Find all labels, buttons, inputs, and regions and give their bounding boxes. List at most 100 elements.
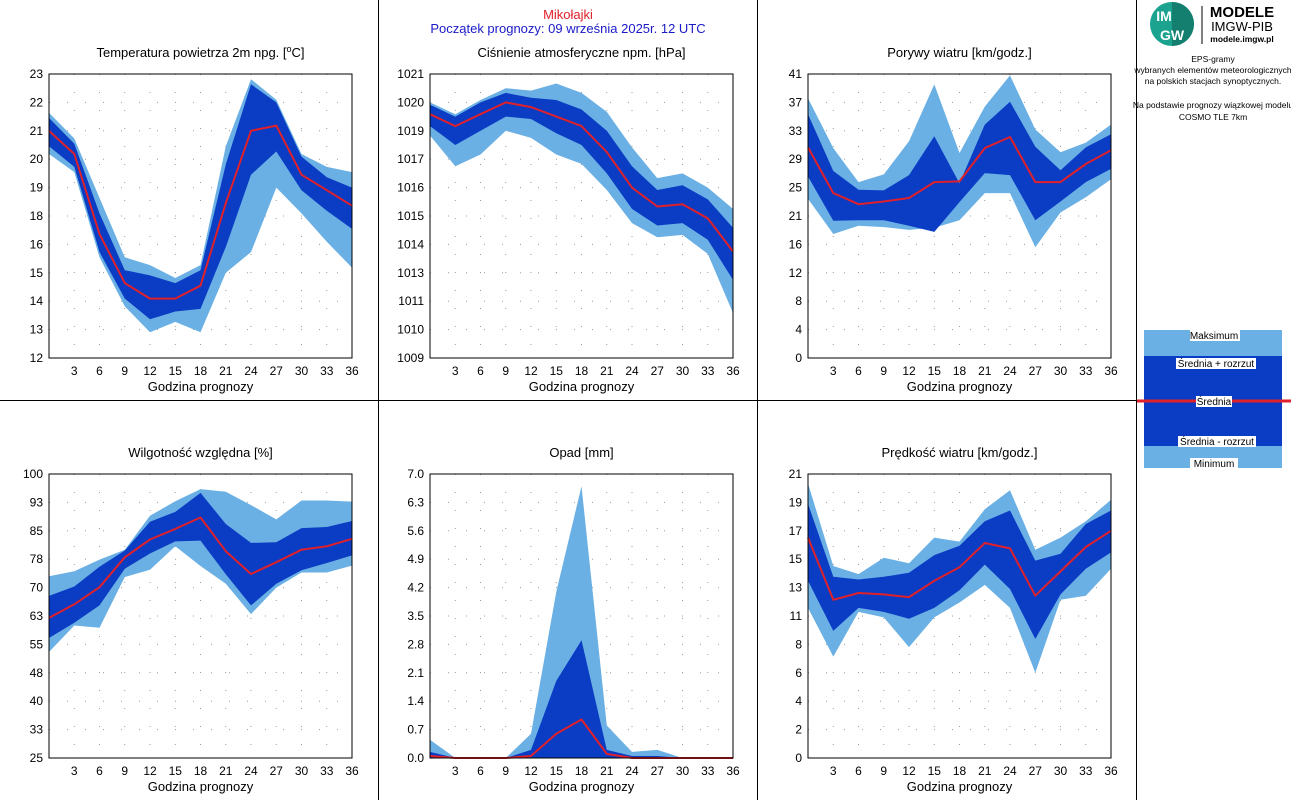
forecast-start: Początek prognozy: 09 września 2025r. 12… bbox=[430, 21, 705, 36]
station-name: Mikołajki bbox=[543, 7, 593, 22]
y-tick-label: 1.4 bbox=[407, 694, 424, 708]
info-line-5: COSMO TLE 7km bbox=[1179, 112, 1247, 122]
x-tick-label: 12 bbox=[143, 764, 157, 778]
y-tick-label: 16 bbox=[789, 237, 803, 251]
logo-mark-shade bbox=[1172, 2, 1194, 46]
info-line-3: na polskich stacjach synoptycznych. bbox=[1145, 76, 1282, 86]
chart-pressure: 1009 1010 1011 1013 1014 1015 1016 1017 1019 1020… bbox=[397, 45, 740, 394]
mean-line bbox=[48, 124, 353, 300]
y-tick-label: 100 bbox=[23, 467, 43, 481]
y-tick-label: 1010 bbox=[397, 323, 424, 337]
y-tick-label: 23 bbox=[30, 67, 44, 81]
x-tick-label: 24 bbox=[1003, 364, 1017, 378]
x-tick-label: 24 bbox=[625, 764, 639, 778]
x-tick-label: 36 bbox=[1104, 364, 1118, 378]
y-tick-label: 7.0 bbox=[407, 467, 424, 481]
legend-label-bg-3 bbox=[1196, 396, 1232, 407]
y-tick-label: 15 bbox=[789, 552, 803, 566]
x-tick-label: 12 bbox=[902, 364, 916, 378]
plot-frame bbox=[48, 73, 353, 359]
y-tick-label: 19 bbox=[789, 495, 803, 509]
y-tick-label: 1017 bbox=[397, 152, 424, 166]
x-tick-label: 18 bbox=[575, 764, 589, 778]
x-axis-title: Godzina prognozy bbox=[529, 379, 635, 394]
x-tick-label: 18 bbox=[953, 764, 967, 778]
legend-mean: Średnia bbox=[1197, 395, 1232, 408]
x-tick-label: 15 bbox=[928, 764, 942, 778]
x-tick-label: 3 bbox=[71, 364, 78, 378]
x-axis-title: Godzina prognozy bbox=[148, 779, 254, 794]
x-tick-label: 18 bbox=[194, 364, 208, 378]
y-tick-label: 55 bbox=[30, 637, 44, 651]
x-tick-label: 36 bbox=[726, 764, 740, 778]
y-tick-label: 21 bbox=[789, 467, 803, 481]
y-tick-label: 19 bbox=[30, 181, 44, 195]
x-tick-label: 33 bbox=[1079, 364, 1093, 378]
logo-mark-bottom: GW bbox=[1160, 27, 1185, 43]
y-tick-label: 85 bbox=[30, 524, 44, 538]
band-min-max bbox=[430, 486, 733, 758]
x-axis-title: Godzina prognozy bbox=[907, 779, 1013, 794]
x-tick-label: 33 bbox=[701, 364, 715, 378]
y-tick-label: 29 bbox=[789, 152, 803, 166]
y-tick-label: 25 bbox=[30, 751, 44, 765]
x-tick-label: 21 bbox=[978, 764, 992, 778]
x-tick-label: 12 bbox=[524, 364, 538, 378]
x-tick-label: 18 bbox=[953, 364, 967, 378]
y-tick-label: 15 bbox=[30, 266, 44, 280]
band-spread bbox=[430, 92, 733, 280]
x-tick-label: 3 bbox=[830, 364, 837, 378]
x-tick-label: 33 bbox=[701, 764, 715, 778]
x-tick-label: 30 bbox=[295, 364, 309, 378]
x-tick-label: 24 bbox=[625, 364, 639, 378]
y-tick-label: 1021 bbox=[397, 67, 424, 81]
legend-label-bg-1 bbox=[1190, 330, 1240, 341]
legend-label-bg-2 bbox=[1176, 358, 1256, 369]
x-tick-label: 27 bbox=[651, 764, 665, 778]
imgw-logo: IM GW MODELE IMGW-PIB modele.imgw.pl bbox=[1150, 2, 1274, 46]
info-line-1: EPS-gramy bbox=[1191, 54, 1235, 64]
y-tick-label: 37 bbox=[789, 95, 803, 109]
y-tick-label: 3.5 bbox=[407, 609, 424, 623]
x-tick-label: 33 bbox=[1079, 764, 1093, 778]
logo-brand-line2: IMGW-PIB bbox=[1211, 19, 1273, 34]
chart-title: Ciśnienie atmosferyczne npm. [hPa] bbox=[477, 45, 685, 60]
y-tick-label: 0 bbox=[795, 751, 802, 765]
logo-brand-line1: MODELE bbox=[1210, 4, 1274, 21]
y-tick-label: 18 bbox=[30, 209, 44, 223]
y-tick-label: 40 bbox=[30, 694, 44, 708]
y-tick-label: 11 bbox=[790, 609, 803, 623]
chart-title: Porywy wiatru [km/godz.] bbox=[887, 45, 1032, 60]
y-tick-label: 93 bbox=[30, 495, 44, 509]
y-tick-label: 1011 bbox=[398, 294, 424, 308]
legend-mean-plus: Średnia + rozrzut bbox=[1178, 357, 1255, 370]
x-tick-label: 12 bbox=[524, 764, 538, 778]
y-tick-label: 4.2 bbox=[407, 581, 424, 595]
x-axis-title: Godzina prognozy bbox=[529, 779, 635, 794]
band-spread bbox=[808, 503, 1111, 639]
x-tick-label: 21 bbox=[600, 364, 614, 378]
x-tick-label: 3 bbox=[452, 764, 459, 778]
band-spread bbox=[808, 101, 1111, 232]
y-tick-label: 4.9 bbox=[407, 552, 424, 566]
logo-url: modele.imgw.pl bbox=[1210, 34, 1273, 44]
x-tick-label: 6 bbox=[855, 764, 862, 778]
band-spread bbox=[49, 492, 352, 638]
chart-title: Temperatura powietrza 2m npg. [oC] bbox=[96, 44, 304, 60]
x-tick-label: 9 bbox=[121, 764, 128, 778]
mean-line bbox=[807, 529, 1112, 601]
x-tick-label: 6 bbox=[96, 364, 103, 378]
band-min-max bbox=[49, 489, 352, 652]
y-tick-label: 41 bbox=[789, 67, 803, 81]
x-tick-label: 24 bbox=[244, 764, 258, 778]
y-tick-label: 21 bbox=[30, 124, 44, 138]
plot-frame bbox=[429, 473, 734, 759]
chart-title: Prędkość wiatru [km/godz.] bbox=[881, 445, 1037, 460]
x-tick-label: 9 bbox=[880, 764, 887, 778]
y-tick-label: 6.3 bbox=[407, 495, 424, 509]
legend-minimum: Minimum bbox=[1194, 459, 1235, 470]
